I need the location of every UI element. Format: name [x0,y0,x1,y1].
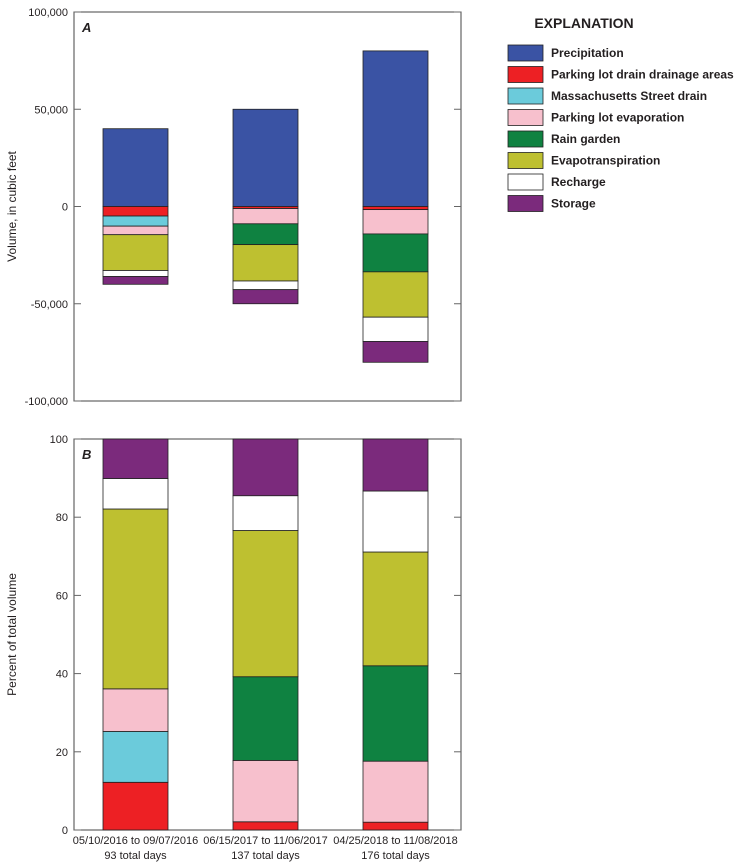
y-tick-label: 60 [56,590,68,602]
bar-segment-parking-lot-drain-drainage-areas [102,206,169,217]
legend-swatch [507,130,544,148]
panel-b: 0 20 40 60 80 100 Percent of total volume B 05/1… [5,434,462,862]
y-tick-label: 50,000 [34,104,68,116]
legend-swatch [507,195,544,212]
bar-segment-recharge [232,495,299,531]
legend-item: Rain garden [507,130,620,148]
x-tick-sublabel: 176 total days [361,850,430,862]
y-tick-label: -50,000 [31,299,68,311]
bar-segment-rain-garden [362,665,429,762]
legend: EXPLANATION Precipitation Parking lot dra… [507,15,734,212]
x-tick-label: 04/25/2018 to 11/08/2018 [333,835,458,847]
legend-label: Rain garden [551,132,620,146]
bar-segment-storage [102,276,169,285]
legend-label: Parking lot drain drainage areas [551,68,734,82]
panel-a: 100,000 50,000 0 -50,000 -100,000 Volume, in … [5,7,462,408]
bar-segment-recharge [232,280,299,291]
bar-segment-rain-garden [232,223,299,246]
legend-swatch [507,44,544,62]
legend-item: Massachusetts Street drain [507,87,707,105]
bar-segment-parking-lot-evaporation [102,688,169,732]
bar-segment-parking-lot-evaporation [102,225,169,236]
x-tick-label: 05/10/2016 to 09/07/2016 [73,835,198,847]
bar-segment-parking-lot-drain-drainage-areas [232,821,299,831]
bar-segment-recharge [362,490,429,553]
y-axis-label: Percent of total volume [5,573,19,696]
bar-segment-massachusetts-street-drain [102,215,169,227]
y-tick-label: 20 [56,747,68,759]
bar-segment-evapotranspiration [102,234,169,271]
bar-segment-recharge [102,478,169,510]
y-tick-label: 80 [56,512,68,524]
panel-label: A [81,20,91,35]
legend-swatch [507,87,544,105]
legend-item: Evapotranspiration [507,152,660,169]
bar-segment-storage [362,341,429,363]
legend-swatch [507,173,544,191]
bar-segment-parking-lot-evaporation [232,208,299,225]
y-tick-label: 40 [56,669,68,681]
bar-segment-rain-garden [232,676,299,761]
legend-label: Evapotranspiration [551,154,660,168]
y-tick-label: 100,000 [28,7,68,19]
bar-segment-storage [232,438,299,497]
legend-title: EXPLANATION [534,15,633,31]
bar-segment-parking-lot-drain-drainage-areas [362,206,429,211]
bar-segment-parking-lot-evaporation [362,209,429,235]
x-tick-sublabel: 137 total days [231,850,300,862]
y-tick-label: -100,000 [25,396,68,408]
legend-item: Storage [507,195,596,212]
bar-segment-precipitation [102,128,169,207]
bar-segment-parking-lot-drain-drainage-areas [102,781,169,831]
bar-segment-storage [102,438,169,479]
bar-segment-parking-lot-drain-drainage-areas [362,821,429,831]
bar-segment-recharge [362,316,429,342]
bar-segment-evapotranspiration [232,244,299,282]
bar-segment-storage [232,289,299,305]
legend-item: Precipitation [507,44,624,62]
legend-swatch [507,152,544,169]
bar-segment-precipitation [232,108,299,207]
bar-segment-recharge [102,270,169,277]
bar-segment-evapotranspiration [362,271,429,318]
bar-segment-massachusetts-street-drain [102,731,169,783]
bar-segment-rain-garden [362,233,429,273]
y-tick-label: 0 [62,825,68,837]
legend-label: Precipitation [551,46,624,60]
legend-item: Recharge [507,173,606,191]
panel-label: B [82,447,91,462]
bar-segment-parking-lot-evaporation [232,760,299,823]
y-tick-label: 100 [50,434,68,446]
bar-segment-storage [362,438,429,492]
bar-segment-precipitation [362,50,429,207]
bar-segment-evapotranspiration [232,530,299,678]
bar-segment-evapotranspiration [102,508,169,690]
bar-segment-parking-lot-evaporation [362,760,429,823]
legend-label: Storage [551,197,596,211]
x-tick-label: 06/15/2017 to 11/06/2017 [203,835,328,847]
bar-segment-evapotranspiration [362,551,429,667]
legend-swatch [507,66,544,83]
legend-swatch [507,109,544,126]
legend-label: Recharge [551,175,606,189]
legend-item: Parking lot evaporation [507,109,684,126]
legend-item: Parking lot drain drainage areas [507,66,734,83]
legend-label: Massachusetts Street drain [551,89,707,103]
x-tick-sublabel: 93 total days [104,850,167,862]
y-tick-label: 0 [62,202,68,214]
legend-label: Parking lot evaporation [551,111,684,125]
y-axis-label: Volume, in cubic feet [5,150,19,261]
